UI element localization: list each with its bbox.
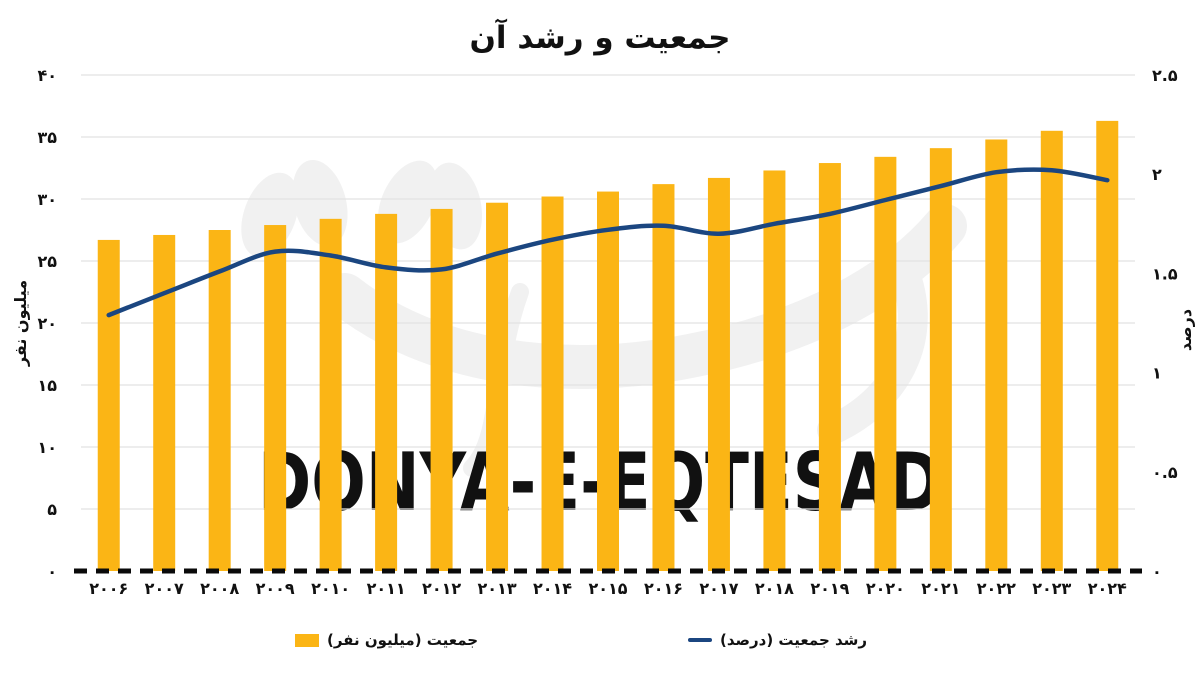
x-axis-year-label: ۲۰۱۹ [810, 579, 849, 598]
right-axis-tick-label: ۱ [1152, 364, 1162, 383]
legend-item-growth: رشد جمعیت (درصد) [688, 631, 867, 649]
x-axis-year-label: ۲۰۰۶ [89, 579, 128, 598]
growth-line [106, 167, 1110, 318]
x-axis-year-label: ۲۰۱۶ [644, 579, 683, 598]
left-axis-tick-label: ۳۵ [37, 128, 57, 147]
population-legend-label: جمعیت (میلیون نفر) [327, 631, 479, 649]
chart-title: جمعیت و رشد آن [469, 20, 731, 56]
right-axis-tick-label: ۰.۵ [1152, 463, 1178, 482]
x-axis-year-label: ۲۰۱۳ [478, 579, 517, 598]
right-axis-tick-label: ۰ [1152, 562, 1162, 581]
x-axis-year-label: ۲۰۱۰ [311, 579, 350, 598]
x-axis-year-label: ۲۰۱۵ [588, 579, 627, 598]
left-axis-tick-label: ۳۰ [37, 190, 57, 209]
x-axis-year-label: ۲۰۲۴ [1088, 579, 1127, 598]
population-bar [874, 156, 897, 571]
left-axis-tick-label: ۱۰ [37, 438, 57, 457]
right-axis-tick-label: ۱.۵ [1152, 264, 1178, 283]
x-axis-year-label: ۲۰۱۴ [533, 579, 572, 598]
population-bar [97, 239, 120, 572]
population-bar [985, 139, 1008, 572]
population-bar [1096, 120, 1119, 571]
x-axis-year-label: ۲۰۲۱ [921, 579, 960, 598]
x-axis-year-label: ۲۰۰۷ [145, 579, 184, 598]
population-bar [264, 225, 287, 572]
x-axis-year-label: ۲۰۲۳ [1032, 579, 1071, 598]
x-axis-year-label: ۲۰۱۷ [699, 579, 738, 598]
x-axis-year-label: ۲۰۰۹ [256, 579, 295, 598]
left-axis-tick-label: ۲۵ [37, 252, 57, 271]
x-axis-year-label: ۲۰۲۲ [977, 579, 1016, 598]
left-axis-tick-label: ۴۰ [37, 66, 57, 85]
population-bar [319, 218, 342, 571]
left-axis-tick-label: ۱۵ [37, 376, 57, 395]
growth-legend-label: رشد جمعیت (درصد) [720, 631, 868, 649]
left-axis-title: میلیون نفر [11, 280, 30, 367]
population-legend-swatch [295, 633, 319, 647]
x-axis-year-label: ۲۰۰۸ [200, 579, 239, 598]
right-axis-tick-label: ۲ [1152, 165, 1162, 184]
x-axis-year-label: ۲۰۱۸ [755, 579, 794, 598]
population-bar [375, 213, 398, 571]
x-axis-year-label: ۲۰۲۰ [866, 579, 905, 598]
population-bar [818, 163, 841, 572]
x-axis-year-label: ۲۰۱۱ [367, 579, 406, 598]
right-axis-tick-label: ۲.۵ [1152, 66, 1178, 85]
population-bar [430, 208, 453, 572]
left-axis-tick-label: ۵ [47, 500, 57, 519]
growth-legend-swatch [688, 638, 712, 642]
left-axis-tick-label: ۲۰ [37, 314, 57, 333]
population-bar [1040, 130, 1063, 572]
population-bar [763, 170, 786, 572]
population-bar [597, 191, 619, 571]
population-bar [707, 177, 730, 572]
population-bar [208, 230, 231, 571]
population-bar [541, 196, 564, 571]
legend-item-population: جمعیت (میلیون نفر) [295, 631, 478, 649]
x-axis-year-label: ۲۰۱۲ [422, 579, 461, 598]
right-axis-title: درصد [1176, 309, 1195, 351]
population-bar [486, 202, 509, 571]
population-bar [929, 148, 952, 571]
population-bar [153, 234, 176, 571]
left-axis-tick-label: ۰ [47, 562, 57, 581]
population-bar [652, 184, 675, 571]
